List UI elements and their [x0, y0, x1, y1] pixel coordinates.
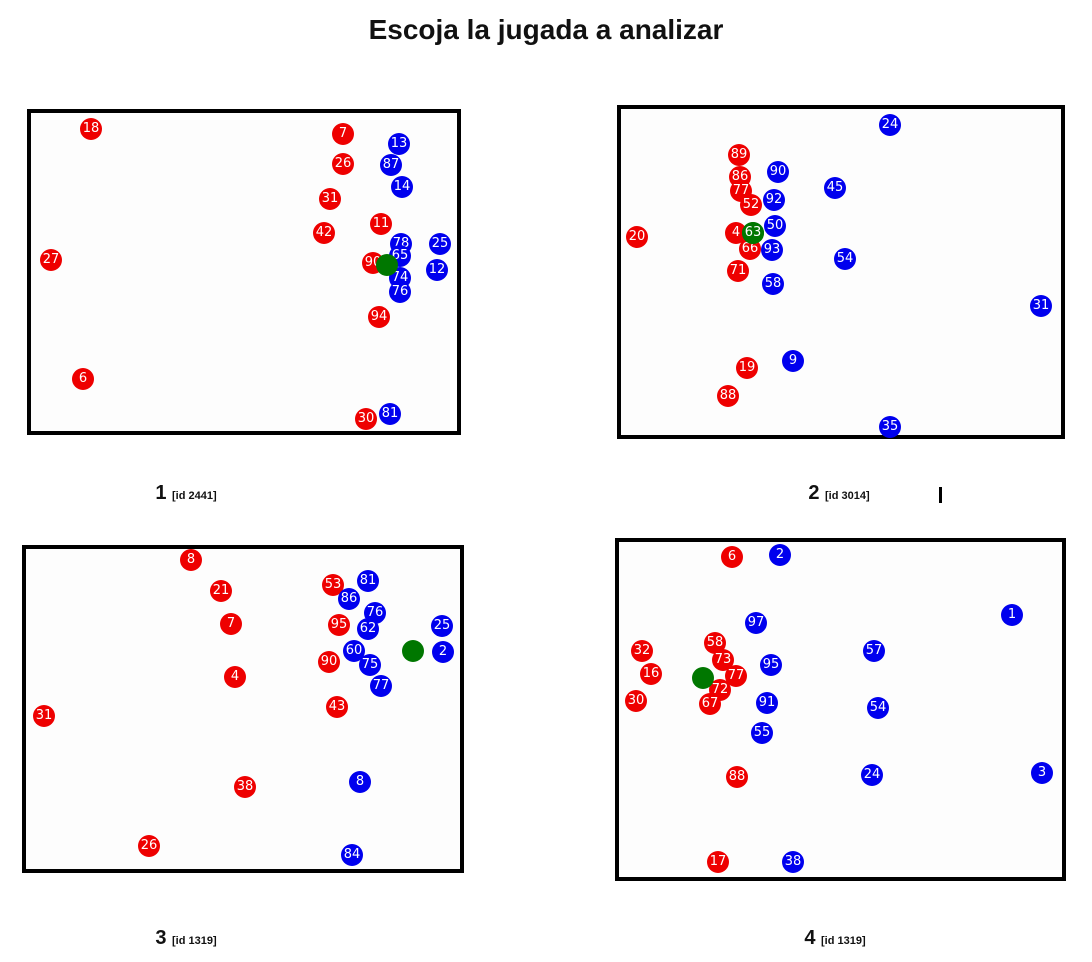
player-blue-76: 76	[389, 281, 411, 303]
player-red-67: 67	[699, 693, 721, 715]
player-blue-12: 12	[426, 259, 448, 281]
player-blue-9: 9	[782, 350, 804, 372]
player-red-8: 8	[180, 549, 202, 571]
play-number: 3	[155, 927, 167, 949]
player-blue-1: 1	[1001, 604, 1023, 626]
player-blue-62: 62	[357, 618, 379, 640]
play-id: [id 3014]	[825, 490, 870, 502]
player-red-19: 19	[736, 357, 758, 379]
player-red-6: 6	[72, 368, 94, 390]
player-blue-13: 13	[388, 133, 410, 155]
ball-icon	[376, 254, 398, 276]
ball-icon	[692, 667, 714, 689]
player-red-30: 30	[625, 690, 647, 712]
play-2-caption[interactable]: 2 [id 3014]	[739, 482, 939, 505]
player-red-90: 90	[318, 651, 340, 673]
player-red-58: 58	[704, 632, 726, 654]
player-red-27: 27	[40, 249, 62, 271]
player-red-94: 94	[368, 306, 390, 328]
player-blue-31: 31	[1030, 295, 1052, 317]
play-1-caption[interactable]: 1 [id 2441]	[86, 482, 286, 505]
player-blue-93: 93	[761, 239, 783, 261]
player-blue-54: 54	[867, 697, 889, 719]
player-red-7: 7	[332, 123, 354, 145]
player-red-88: 88	[726, 766, 748, 788]
play-3-caption[interactable]: 3 [id 1319]	[86, 927, 286, 950]
play-2-field[interactable]: 89 86 77 52 4 66 71 20 19 88 24 90 92 45…	[617, 105, 1065, 439]
ball-icon	[402, 640, 424, 662]
player-red-53: 53	[322, 574, 344, 596]
player-red-30: 30	[355, 408, 377, 430]
player-red-31: 31	[33, 705, 55, 727]
player-blue-14: 14	[391, 176, 413, 198]
player-blue-87: 87	[380, 154, 402, 176]
player-red-21: 21	[210, 580, 232, 602]
player-blue-81: 81	[379, 403, 401, 425]
player-red-7: 7	[220, 613, 242, 635]
player-blue-81: 81	[357, 570, 379, 592]
player-red-77: 77	[725, 665, 747, 687]
player-red-6: 6	[721, 546, 743, 568]
player-red-17: 17	[707, 851, 729, 873]
play-number: 4	[804, 927, 816, 949]
player-blue-38: 38	[782, 851, 804, 873]
player-blue-24: 24	[861, 764, 883, 786]
player-red-71: 71	[727, 260, 749, 282]
player-blue-24: 24	[879, 114, 901, 136]
player-blue-75: 75	[359, 654, 381, 676]
play-number: 2	[808, 482, 820, 504]
play-id: [id 1319]	[821, 935, 866, 947]
player-red-4: 4	[725, 222, 747, 244]
player-red-11: 11	[370, 213, 392, 235]
play-id: [id 2441]	[172, 490, 217, 502]
player-red-20: 20	[626, 226, 648, 248]
player-red-18: 18	[80, 118, 102, 140]
player-blue-60: 60	[343, 640, 365, 662]
player-blue-45: 45	[824, 177, 846, 199]
player-red-42: 42	[313, 222, 335, 244]
player-blue-90: 90	[767, 161, 789, 183]
player-red-73: 73	[712, 649, 734, 671]
player-blue-25: 25	[429, 233, 451, 255]
play-4-field[interactable]: 6 58 32 73 16 77 72 30 67 88 17 2 97 1 9…	[615, 538, 1066, 881]
player-red-4: 4	[224, 666, 246, 688]
player-blue-55: 55	[751, 722, 773, 744]
player-blue-95: 95	[760, 654, 782, 676]
player-red-16: 16	[640, 663, 662, 685]
text-cursor	[939, 487, 942, 503]
player-red-26: 26	[332, 153, 354, 175]
player-blue-97: 97	[745, 612, 767, 634]
player-blue-57: 57	[863, 640, 885, 662]
player-red-32: 32	[631, 640, 653, 662]
player-blue-58: 58	[762, 273, 784, 295]
player-red-38: 38	[234, 776, 256, 798]
page-title: Escoja la jugada a analizar	[368, 14, 724, 45]
player-red-31: 31	[319, 188, 341, 210]
player-blue-35: 35	[879, 416, 901, 438]
play-3-field[interactable]: 8 21 7 53 95 90 4 43 31 38 26 81 86 76 6…	[22, 545, 464, 873]
play-4-caption[interactable]: 4 [id 1319]	[735, 927, 935, 950]
play-1-field[interactable]: 18 7 26 31 11 42 90 94 27 6 30 13 87 14 …	[27, 109, 461, 435]
player-blue-25: 25	[431, 615, 453, 637]
player-red-95: 95	[328, 614, 350, 636]
player-blue-3: 3	[1031, 762, 1053, 784]
player-blue-2: 2	[432, 641, 454, 663]
player-red-52: 52	[740, 194, 762, 216]
player-blue-77: 77	[370, 675, 392, 697]
player-blue-91: 91	[756, 692, 778, 714]
player-blue-86: 86	[338, 588, 360, 610]
player-blue-84: 84	[341, 844, 363, 866]
play-number: 1	[155, 482, 167, 504]
play-id: [id 1319]	[172, 935, 217, 947]
player-blue-50: 50	[764, 215, 786, 237]
player-red-88: 88	[717, 385, 739, 407]
player-blue-8: 8	[349, 771, 371, 793]
player-red-43: 43	[326, 696, 348, 718]
player-blue-54: 54	[834, 248, 856, 270]
player-green-63: 63	[742, 222, 764, 244]
player-blue-92: 92	[763, 189, 785, 211]
player-red-89: 89	[728, 144, 750, 166]
player-blue-2: 2	[769, 544, 791, 566]
player-red-26: 26	[138, 835, 160, 857]
